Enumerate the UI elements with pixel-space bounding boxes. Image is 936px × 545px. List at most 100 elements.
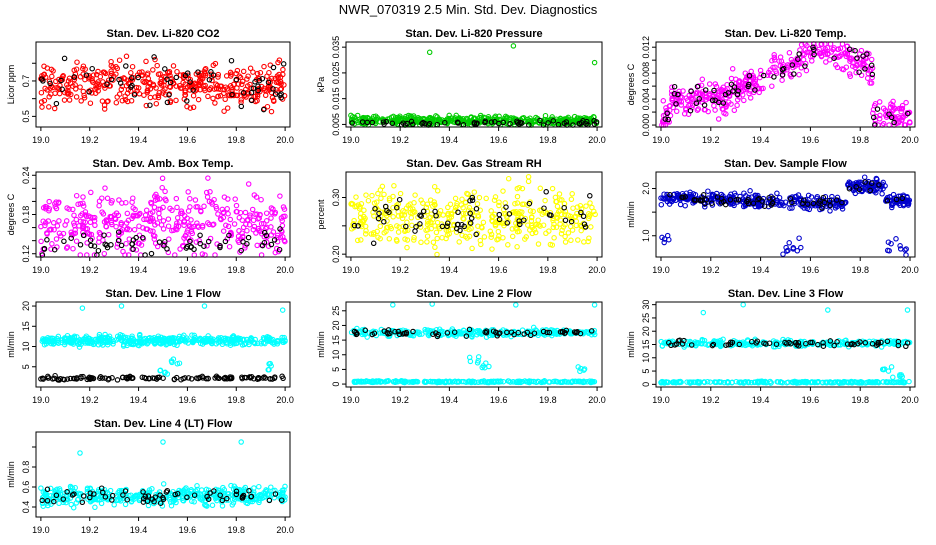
- panel-title: Stan. Dev. Gas Stream RH: [406, 158, 542, 170]
- x-tick-label: 20.0: [901, 135, 919, 145]
- x-tick-label: 19.2: [81, 265, 99, 275]
- x-tick-label: 19.0: [32, 395, 50, 405]
- x-tick-label: 19.2: [391, 395, 409, 405]
- x-tick-label: 19.8: [851, 135, 869, 145]
- x-tick-label: 19.4: [130, 135, 148, 145]
- y-tick-label: 0.035: [331, 36, 341, 59]
- x-tick-label: 19.2: [391, 265, 409, 275]
- x-tick-label: 19.0: [652, 265, 670, 275]
- y-tick-label: 0: [331, 382, 341, 387]
- y-tick-label: 0.025: [331, 62, 341, 85]
- y-tick-label: 0.12: [21, 245, 31, 263]
- panel-title: Stan. Dev. Line 4 (LT) Flow: [94, 418, 233, 430]
- x-tick-label: 19.4: [441, 265, 459, 275]
- y-axis-label: kPa: [316, 77, 326, 93]
- y-tick-label: 1.0: [641, 229, 651, 242]
- x-tick-label: 19.8: [851, 395, 869, 405]
- x-tick-label: 19.6: [802, 395, 820, 405]
- x-tick-label: 19.6: [179, 265, 197, 275]
- x-tick-label: 19.8: [539, 395, 557, 405]
- y-tick-label: 15: [331, 335, 341, 345]
- x-tick-label: 19.0: [652, 135, 670, 145]
- x-tick-label: 19.6: [179, 395, 197, 405]
- x-tick-label: 19.2: [81, 135, 99, 145]
- y-tick-label: 0.24: [21, 167, 31, 185]
- panel-title: Stan. Dev. Line 1 Flow: [105, 288, 221, 300]
- x-tick-label: 19.8: [539, 135, 557, 145]
- y-tick-label: 5: [331, 367, 341, 372]
- x-tick-label: 19.4: [752, 135, 770, 145]
- y-tick-label: 0.000: [641, 114, 651, 137]
- x-tick-label: 19.2: [702, 265, 720, 275]
- x-tick-label: 20.0: [901, 265, 919, 275]
- y-tick-label: 20: [331, 320, 341, 330]
- y-axis-label: degrees C: [6, 193, 16, 235]
- y-tick-label: 15: [21, 321, 31, 331]
- y-axis-label: percent: [316, 199, 326, 230]
- x-tick-label: 19.6: [490, 395, 508, 405]
- y-axis-label: degrees C: [626, 63, 636, 105]
- y-axis-label: ml/min: [626, 201, 636, 228]
- y-tick-label: 5: [641, 369, 651, 374]
- y-tick-label: 10: [21, 342, 31, 352]
- x-tick-label: 19.0: [32, 135, 50, 145]
- x-tick-label: 19.8: [851, 265, 869, 275]
- panel-title: Stan. Dev. Line 3 Flow: [728, 288, 844, 300]
- x-tick-label: 19.8: [539, 265, 557, 275]
- y-tick-label: 0.20: [331, 245, 341, 263]
- panel-title: Stan. Dev. Line 2 Flow: [416, 288, 532, 300]
- x-tick-label: 19.0: [342, 395, 360, 405]
- y-tick-label: 0.5: [21, 110, 31, 123]
- x-tick-label: 19.8: [228, 135, 246, 145]
- x-tick-label: 19.4: [130, 265, 148, 275]
- y-tick-label: 0.18: [21, 206, 31, 224]
- x-tick-label: 19.2: [391, 135, 409, 145]
- y-tick-label: 0.008: [641, 62, 651, 85]
- y-axis-label: ml/min: [6, 461, 16, 488]
- y-tick-label: 0.004: [641, 88, 651, 111]
- panel-title: Stan. Dev. Sample Flow: [724, 158, 847, 170]
- panel-title: Stan. Dev. Li-820 CO2: [107, 28, 220, 40]
- y-tick-label: 25: [331, 306, 341, 316]
- x-tick-label: 19.0: [342, 265, 360, 275]
- x-tick-label: 19.8: [228, 395, 246, 405]
- x-tick-label: 19.6: [802, 135, 820, 145]
- x-tick-label: 19.2: [702, 395, 720, 405]
- y-tick-label: 20: [641, 326, 651, 336]
- x-tick-label: 19.0: [342, 135, 360, 145]
- x-tick-label: 20.0: [588, 265, 606, 275]
- x-tick-label: 19.4: [752, 395, 770, 405]
- x-tick-label: 19.6: [490, 265, 508, 275]
- y-tick-label: 30: [641, 300, 651, 310]
- y-axis-label: ml/min: [316, 331, 326, 358]
- x-tick-label: 20.0: [276, 265, 294, 275]
- y-tick-label: 2.0: [641, 182, 651, 195]
- panel-title: Stan. Dev. Amb. Box Temp.: [93, 158, 234, 170]
- y-tick-label: 0.30: [331, 189, 341, 207]
- x-tick-label: 20.0: [276, 395, 294, 405]
- x-tick-label: 20.0: [901, 395, 919, 405]
- y-tick-label: 15: [641, 339, 651, 349]
- x-tick-label: 20.0: [588, 395, 606, 405]
- y-axis-label: Licor ppm: [6, 65, 16, 105]
- y-tick-label: 20: [21, 301, 31, 311]
- panel-title: Stan. Dev. Li-820 Temp.: [725, 28, 847, 40]
- y-tick-label: 0.015: [331, 87, 341, 110]
- y-tick-label: 0.012: [641, 36, 651, 59]
- y-axis-label: ml/min: [6, 331, 16, 358]
- y-tick-label: 10: [641, 353, 651, 363]
- x-tick-label: 20.0: [588, 135, 606, 145]
- x-tick-label: 19.6: [802, 265, 820, 275]
- x-tick-label: 19.2: [81, 395, 99, 405]
- x-tick-label: 19.6: [179, 135, 197, 145]
- figure-title: NWR_070319 2.5 Min. Std. Dev. Diagnostic…: [339, 2, 598, 17]
- panel-title: Stan. Dev. Li-820 Pressure: [405, 28, 542, 40]
- x-tick-label: 19.0: [652, 395, 670, 405]
- x-tick-label: 19.4: [130, 395, 148, 405]
- x-tick-label: 19.4: [441, 135, 459, 145]
- y-tick-label: 25: [641, 313, 651, 323]
- y-tick-label: 0.7: [21, 75, 31, 88]
- x-tick-label: 19.2: [702, 135, 720, 145]
- y-tick-label: 0: [641, 382, 651, 387]
